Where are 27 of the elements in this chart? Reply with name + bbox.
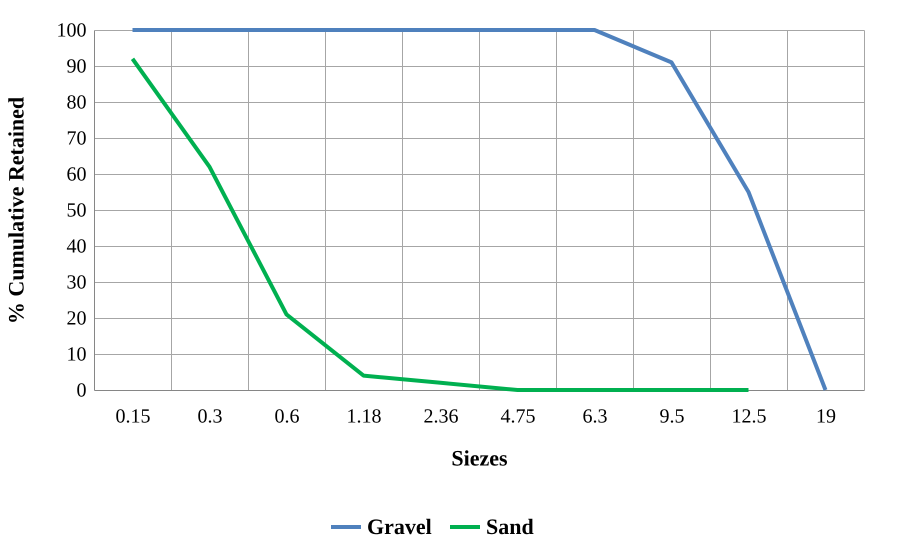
x-tick-label: 6.3 <box>582 406 608 428</box>
y-tick-label: 10 <box>66 344 86 366</box>
y-tick-label: 70 <box>66 128 86 150</box>
x-tick-label: 12.5 <box>732 406 766 428</box>
y-tick-label: 100 <box>56 20 86 42</box>
x-tick-label: 4.75 <box>500 406 536 428</box>
y-axis-title: % Cumulative Retained <box>4 96 28 324</box>
x-tick-label: 9.5 <box>660 406 684 428</box>
y-tick-label: 30 <box>66 272 86 294</box>
y-tick-label: 40 <box>66 236 86 258</box>
x-tick-label: 0.6 <box>274 406 300 428</box>
x-axis-title: Siezes <box>451 446 508 470</box>
x-tick-label: 19 <box>816 406 836 428</box>
y-tick-label: 80 <box>66 92 86 114</box>
x-tick-label: 0.15 <box>116 406 150 428</box>
y-tick-label: 60 <box>66 164 86 186</box>
line-series <box>130 56 750 392</box>
line-series <box>130 28 828 392</box>
y-tick-label: 20 <box>66 308 86 330</box>
x-tick-label: 1.18 <box>346 406 382 428</box>
y-tick-label: 50 <box>66 200 86 222</box>
x-tick-label: 0.3 <box>198 406 222 428</box>
x-tick-label: 2.36 <box>424 406 458 428</box>
legend-label: Sand <box>486 514 534 539</box>
legend-label: Gravel <box>367 514 432 539</box>
y-tick-label: 0 <box>76 380 86 402</box>
y-tick-label: 90 <box>66 56 86 78</box>
